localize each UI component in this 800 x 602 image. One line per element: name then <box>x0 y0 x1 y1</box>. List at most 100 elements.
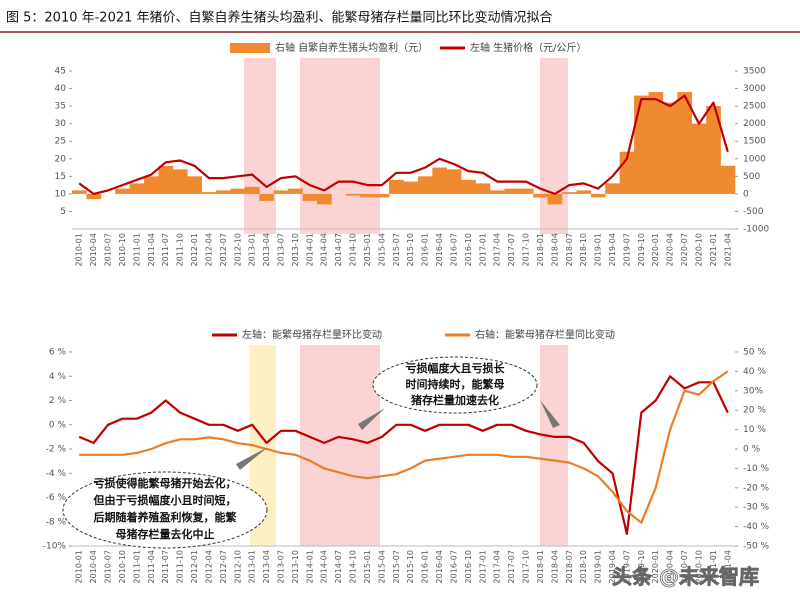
x-tick-label: 2014-04 <box>320 233 329 266</box>
y2-tick-label: 30% <box>743 386 763 396</box>
x-tick-label: 2017-04 <box>493 550 502 583</box>
y2-tick-label: 40 % <box>743 367 766 377</box>
x-tick-label: 2014-01 <box>305 233 314 266</box>
x-tick-label: 2020-01 <box>651 233 660 266</box>
bar <box>187 176 203 194</box>
bar <box>605 183 620 194</box>
x-tick-label: 2013-04 <box>262 550 271 583</box>
annotation-text: 后期随着养殖盈利恢复，能繁 <box>94 510 238 524</box>
bar <box>590 193 606 198</box>
y2-tick-label: 10 % <box>743 425 766 435</box>
y2-tick-label: 1000 <box>743 154 766 164</box>
x-tick-label: 2011-07 <box>161 550 170 583</box>
x-tick-label: 2014-10 <box>349 550 358 583</box>
arrow <box>236 447 268 470</box>
bar <box>72 190 87 194</box>
x-tick-label: 2017-01 <box>478 233 487 266</box>
highlights <box>244 58 568 546</box>
y2-tick-label: -30 % <box>743 503 770 513</box>
y-tick-label: -10% <box>43 542 67 552</box>
x-tick-label: 2018-04 <box>550 233 559 266</box>
bar <box>317 193 332 205</box>
x-tick-label: 2017-07 <box>507 550 516 583</box>
highlight-band <box>300 345 380 546</box>
y2-tick-label: -20 % <box>743 483 770 493</box>
x-tick-label: 2013-01 <box>248 233 257 266</box>
bar <box>489 190 505 194</box>
highlight-band <box>300 58 380 234</box>
bar <box>201 192 217 194</box>
y-tick-label: 4 % <box>49 372 67 382</box>
y-tick-label: 6 % <box>49 348 67 358</box>
line <box>78 94 729 195</box>
bar <box>273 190 289 194</box>
x-tick-label: 2011-10 <box>176 550 185 583</box>
bar <box>691 123 707 194</box>
x-tick-label: 2012-01 <box>190 550 199 583</box>
x-tick-label: 2019-04 <box>608 233 617 266</box>
x-tick-label: 2010-10 <box>118 550 127 583</box>
x-tick-label: 2019-01 <box>594 233 603 266</box>
bar <box>504 188 520 194</box>
x-tick-label: 2021-01 <box>709 550 718 583</box>
highlight-band <box>540 345 568 546</box>
bar <box>576 190 592 194</box>
bar <box>115 188 130 194</box>
y2-tick-label: 3000 <box>743 84 766 94</box>
bar <box>216 190 231 194</box>
bar <box>432 167 448 194</box>
x-tick-label: 2018-01 <box>536 550 545 583</box>
y2-tick-label: 2000 <box>743 119 766 129</box>
x-tick-label: 2012-10 <box>233 550 242 583</box>
y2-tick-label: -50 % <box>743 542 770 552</box>
x-tick-label: 2016-07 <box>449 550 458 583</box>
legend-label: 右轴 自繁自养生猪头均盈利（元） <box>275 41 428 54</box>
annotation-text: 猪存栏量加速去化 <box>410 393 499 407</box>
bar <box>302 193 318 201</box>
watermark: 头条 @未来智库 <box>612 565 759 589</box>
x-tick-label: 2018-10 <box>579 550 588 583</box>
x-tick-label: 2013-10 <box>291 233 300 266</box>
x-tick-label: 2020-01 <box>651 550 660 583</box>
x-tick-label: 2015-01 <box>363 233 372 266</box>
x-tick-label: 2020-07 <box>680 233 689 266</box>
x-tick-label: 2016-01 <box>421 233 430 266</box>
arrow <box>540 400 560 428</box>
y2-tick-label: 0 % <box>743 445 761 455</box>
y2-tick-label: 20 % <box>743 406 766 416</box>
x-tick-label: 2011-04 <box>147 233 156 266</box>
bar <box>288 188 303 194</box>
x-tick-label: 2015-10 <box>406 550 415 583</box>
y2-tick-label: -1000 <box>743 225 769 235</box>
bar <box>144 176 159 194</box>
x-tick-label: 2016-10 <box>464 550 473 583</box>
y2-tick-label: -10 % <box>743 464 770 474</box>
x-tick-label: 2014-04 <box>320 550 329 583</box>
annotation-bubble <box>372 356 538 414</box>
highlight-band <box>540 58 568 234</box>
x-tick-label: 2015-07 <box>392 233 401 266</box>
y-tick-label: -6 % <box>46 493 67 503</box>
bar <box>720 165 736 194</box>
y-tick-label: -2 % <box>46 445 67 455</box>
bar <box>518 188 534 194</box>
y2-tick-label: -500 <box>743 207 764 217</box>
x-tick-label: 2021-04 <box>723 233 732 266</box>
bar <box>389 179 404 194</box>
y-tick-label: 5 <box>60 207 66 217</box>
bar <box>446 169 462 194</box>
x-tick-label: 2012-07 <box>219 233 228 266</box>
bar <box>230 188 246 194</box>
y-tick-label: 0 % <box>49 420 67 430</box>
bar <box>244 186 260 194</box>
x-tick-label: 2010-04 <box>89 550 98 583</box>
x-tick-label: 2020-04 <box>666 550 675 583</box>
annotation-text: 亏损使得能繁母猪开始去化， <box>94 476 237 490</box>
x-tick-label: 2016-07 <box>449 233 458 266</box>
x-tick-label: 2011-04 <box>147 550 156 583</box>
x-tick-label: 2018-01 <box>536 233 545 266</box>
bar <box>345 193 361 196</box>
x-tick-label: 2020-10 <box>694 550 703 583</box>
bar <box>417 176 433 194</box>
